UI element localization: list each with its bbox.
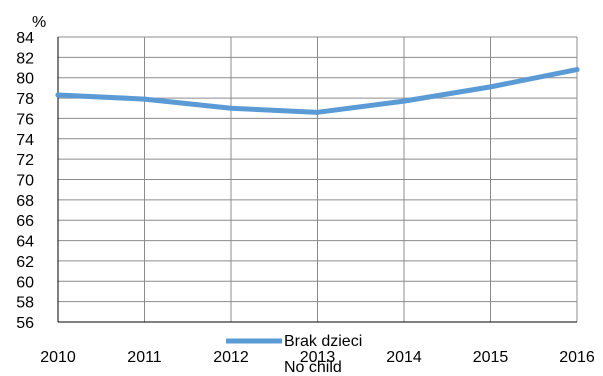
- data-point: [574, 67, 580, 73]
- y-tick-label: 62: [16, 254, 34, 271]
- data-point: [55, 92, 61, 98]
- y-tick-label: 76: [16, 111, 34, 128]
- y-tick-labels: 56 58 60 62 64 66 68 70 72 74 76 78 80 82 84: [16, 30, 34, 332]
- legend-label-secondary: No child: [284, 359, 342, 376]
- axes: [57, 37, 577, 323]
- grid-lines: [58, 36, 578, 323]
- x-tick-label: 2014: [386, 349, 422, 366]
- y-tick-label: 72: [16, 152, 34, 169]
- data-point: [315, 109, 320, 115]
- y-tick-label: 74: [16, 132, 34, 149]
- y-tick-label: 78: [16, 91, 34, 108]
- y-tick-label: 58: [16, 295, 34, 312]
- y-tick-label: 68: [16, 193, 34, 210]
- x-tick-labels: 2010 2011 2012 2013 2014 2015 2016: [40, 349, 595, 366]
- data-point: [488, 84, 493, 90]
- y-tick-label: 80: [16, 71, 34, 88]
- x-tick-label: 2016: [559, 349, 595, 366]
- y-tick-label: 66: [16, 213, 34, 230]
- x-tick-label: 2011: [127, 349, 162, 366]
- legend: Brak dzieci No child: [226, 333, 362, 376]
- data-point: [142, 96, 147, 102]
- y-tick-label: 56: [16, 315, 34, 332]
- x-tick-label: 2010: [40, 349, 76, 366]
- data-point: [228, 105, 234, 111]
- legend-label: Brak dzieci: [284, 333, 362, 350]
- x-tick-label: 2015: [473, 349, 509, 366]
- y-tick-label: 60: [16, 274, 34, 291]
- data-point: [401, 98, 407, 104]
- y-axis-unit-label: %: [32, 14, 46, 31]
- x-tick-label: 2013: [300, 349, 336, 366]
- series-layer: [55, 67, 580, 115]
- x-tick-label: 2012: [213, 349, 249, 366]
- y-tick-label: 84: [16, 30, 34, 47]
- y-tick-label: 82: [16, 50, 34, 67]
- y-tick-label: 64: [16, 234, 34, 251]
- y-tick-label: 70: [16, 173, 34, 190]
